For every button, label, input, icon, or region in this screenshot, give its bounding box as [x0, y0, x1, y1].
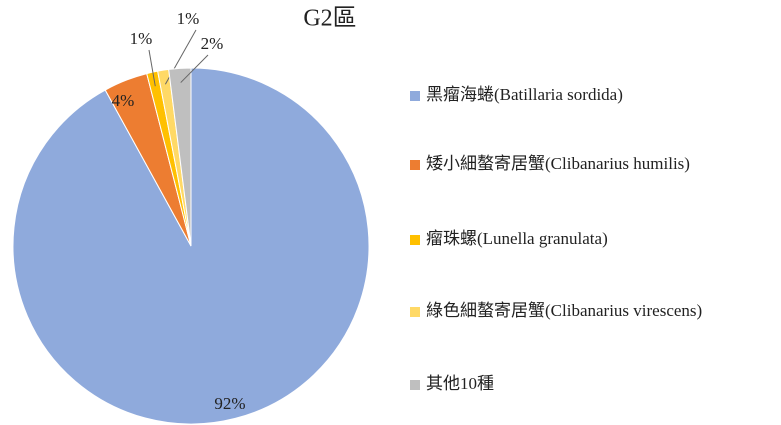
- legend-label: 黑瘤海蜷(Batillaria sordida): [426, 85, 623, 104]
- legend-swatch: [410, 91, 420, 101]
- legend-swatch: [410, 307, 420, 317]
- data-label: 1%: [130, 29, 153, 48]
- leader-line: [180, 54, 209, 83]
- data-label: 4%: [112, 91, 135, 110]
- data-label: 1%: [177, 9, 200, 28]
- legend-swatch: [410, 235, 420, 245]
- legend-label: 其他10種: [426, 374, 494, 393]
- pie-slice: [12, 67, 370, 425]
- legend-swatch: [410, 160, 420, 170]
- chart-title: G2區: [303, 6, 356, 32]
- legend-label: 矮小細螯寄居蟹(Clibanarius humilis): [426, 154, 690, 173]
- data-label: 2%: [201, 34, 224, 53]
- pie-slice: [168, 67, 192, 247]
- legend-swatch: [410, 380, 420, 390]
- leader-line: [148, 49, 156, 87]
- legend-label: 綠色細螯寄居蟹(Clibanarius virescens): [426, 301, 702, 320]
- legend-label: 瘤珠螺(Lunella granulata): [426, 229, 608, 248]
- data-label: 92%: [214, 394, 245, 413]
